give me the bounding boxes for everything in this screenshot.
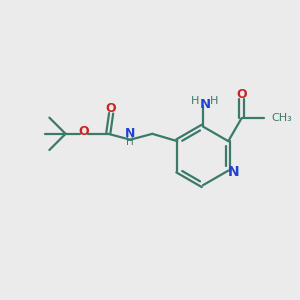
Text: O: O (236, 88, 247, 100)
Text: N: N (228, 165, 239, 179)
Text: H: H (126, 137, 134, 147)
Text: N: N (200, 98, 211, 111)
Text: N: N (125, 127, 136, 140)
Text: CH₃: CH₃ (272, 113, 292, 123)
Text: O: O (106, 102, 116, 115)
Text: H: H (210, 96, 218, 106)
Text: H: H (190, 96, 199, 106)
Text: O: O (79, 125, 89, 138)
